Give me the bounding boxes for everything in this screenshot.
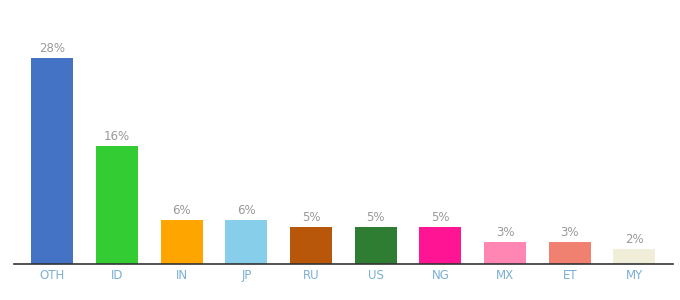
Text: 28%: 28%: [39, 42, 65, 55]
Bar: [355, 227, 396, 264]
Bar: [420, 227, 462, 264]
Text: 5%: 5%: [431, 211, 449, 224]
Text: 5%: 5%: [302, 211, 320, 224]
Text: 3%: 3%: [496, 226, 514, 239]
Bar: [225, 220, 267, 264]
Bar: [290, 227, 332, 264]
Bar: [160, 220, 203, 264]
Text: 5%: 5%: [367, 211, 385, 224]
Text: 6%: 6%: [173, 204, 191, 217]
Bar: [484, 242, 526, 264]
Text: 16%: 16%: [104, 130, 130, 143]
Bar: [31, 58, 73, 264]
Bar: [96, 146, 138, 264]
Bar: [549, 242, 591, 264]
Text: 2%: 2%: [625, 233, 644, 246]
Text: 6%: 6%: [237, 204, 256, 217]
Text: 3%: 3%: [560, 226, 579, 239]
Bar: [613, 249, 656, 264]
